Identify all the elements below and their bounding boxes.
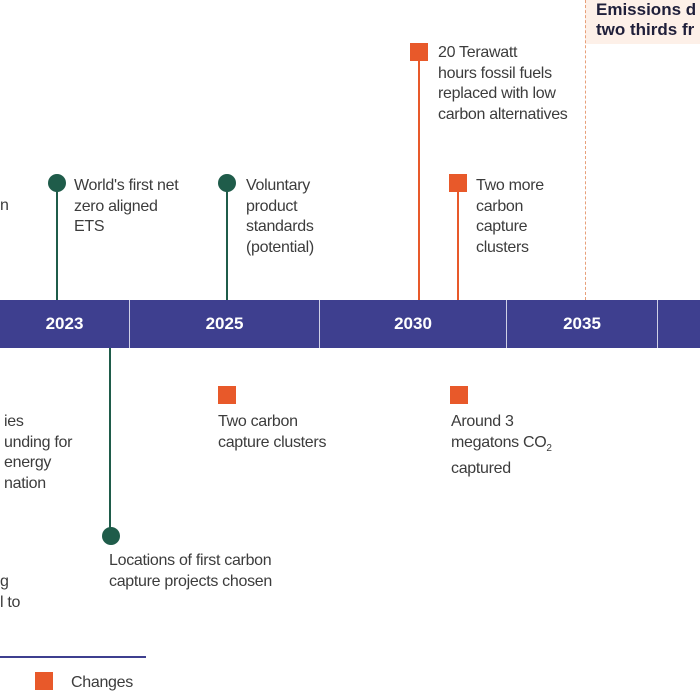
change-marker-icon: [218, 386, 236, 404]
event-label-megatons: Around 3 megatons CO2 captured: [451, 413, 552, 478]
clipped-text-middle: ies unding for energy nation: [4, 413, 73, 492]
timeline-year-2025: 2025: [130, 300, 319, 348]
event-label-two-more-clusters: Two more carbon capture clusters: [476, 177, 544, 256]
timeline-year-next: [658, 300, 700, 348]
timeline-separator: [657, 300, 658, 348]
timeline-year-2023: 2023: [0, 300, 129, 348]
timeline-year-2035: 2035: [507, 300, 657, 348]
event-label-two-clusters: Two carbon capture clusters: [218, 413, 327, 451]
emissions-heading-line2: two thirds fr: [596, 20, 695, 39]
connector-line: [226, 183, 228, 300]
legend-divider: [0, 656, 146, 658]
change-marker-icon: [449, 174, 467, 192]
event-label-ets: World's first net zero aligned ETS: [74, 177, 179, 235]
connector-line: [109, 348, 111, 534]
milestone-marker-icon: [102, 527, 120, 545]
milestone-marker-icon: [218, 174, 236, 192]
event-label-product-standards: Voluntary product standards (potential): [246, 177, 314, 256]
milestone-marker-icon: [48, 174, 66, 192]
timeline-separator: [129, 300, 130, 348]
legend-change-icon: [35, 672, 53, 690]
connector-line: [418, 52, 420, 300]
emissions-highlight-box: [585, 0, 700, 44]
event-label-locations: Locations of first carbon capture projec…: [109, 552, 272, 590]
emissions-heading-line1: Emissions d: [596, 0, 697, 19]
change-marker-icon: [410, 43, 428, 61]
connector-line: [56, 183, 58, 300]
timeline-year-2030: 2030: [320, 300, 506, 348]
legend-changes-label: Changes: [71, 674, 133, 691]
emissions-heading: Emissions d two thirds fr: [596, 0, 696, 40]
change-marker-icon: [450, 386, 468, 404]
event-label-terawatt: 20 Terawatt hours fossil fuels replaced …: [438, 44, 568, 123]
connector-line: [457, 183, 459, 300]
clipped-text-upper: n: [0, 197, 9, 214]
emissions-dashed-line: [585, 0, 586, 300]
clipped-text-lower: g l to: [0, 573, 21, 611]
timeline-separator: [506, 300, 507, 348]
timeline-separator: [319, 300, 320, 348]
